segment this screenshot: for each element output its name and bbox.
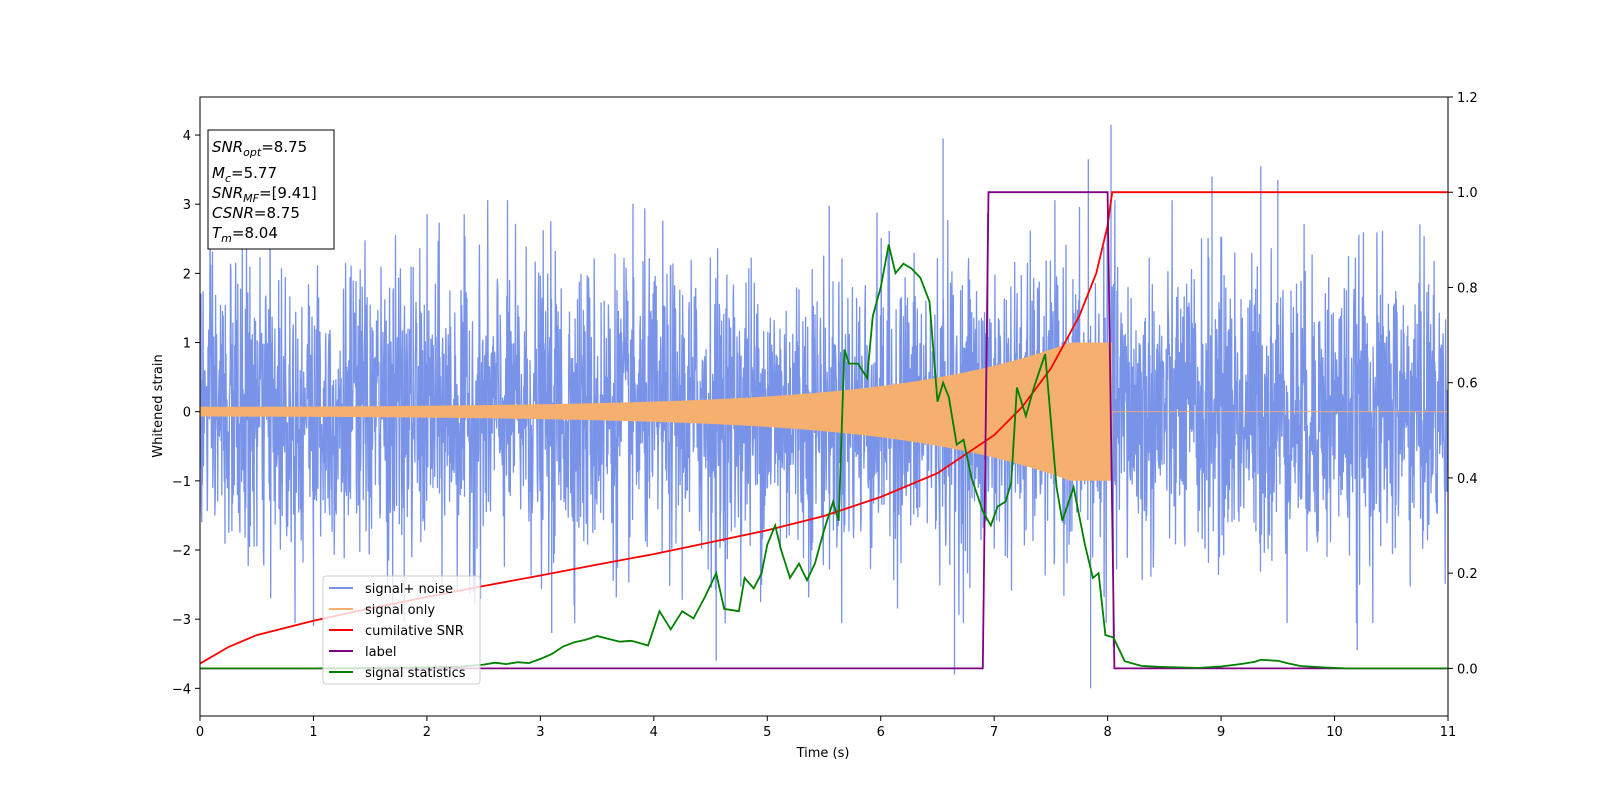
plot-area (200, 124, 1448, 689)
legend-label: signal only (365, 603, 435, 618)
y-left-tick-label: −2 (172, 544, 191, 559)
info-line: Tm=8.04 (212, 224, 278, 245)
info-line: SNRopt=8.75 (212, 138, 307, 159)
x-tick-label: 4 (650, 725, 658, 740)
legend-label: signal statistics (365, 666, 466, 681)
y-axis-left: −4 −3 −2 −1 0 1 2 3 4 (172, 129, 200, 697)
legend-label: signal+ noise (365, 582, 453, 597)
plot-frame (199, 96, 1449, 717)
y-left-tick-label: 0 (183, 406, 191, 421)
x-axis-label: Time (s) (796, 746, 850, 761)
y-left-tick-label: 2 (183, 267, 191, 282)
series-signal-only (200, 342, 1448, 481)
x-tick-label: 9 (1217, 725, 1225, 740)
legend-frame (322, 575, 481, 685)
x-tick-label: 1 (309, 725, 317, 740)
x-tick-label: 0 (196, 725, 204, 740)
y-left-tick-label: −4 (172, 682, 191, 697)
x-axis: 0 1 2 3 4 5 6 7 8 9 10 11 (196, 716, 1456, 740)
x-tick-label: 3 (536, 725, 544, 740)
y-axis-right: 0.0 0.2 0.4 0.6 0.8 1.0 1.2 (1448, 91, 1478, 677)
y-right-tick-label: 0.2 (1457, 567, 1478, 582)
info-line: Mc=5.77 (212, 164, 277, 185)
x-tick-label: 8 (1103, 725, 1111, 740)
legend-label: label (365, 645, 396, 660)
y-left-tick-label: 1 (183, 337, 191, 352)
x-tick-label: 5 (763, 725, 771, 740)
x-tick-label: 2 (423, 725, 431, 740)
series-label (200, 191, 1448, 670)
y-left-tick-label: 4 (183, 129, 191, 144)
y-right-tick-label: 0.8 (1457, 281, 1478, 296)
y-left-tick-label: −1 (172, 475, 191, 490)
y-right-tick-label: 0.4 (1457, 472, 1478, 487)
info-line: CSNR=8.75 (212, 204, 300, 222)
y-right-tick-label: 0.0 (1457, 662, 1478, 677)
legend: signal+ noise signal only cumilative SNR la… (322, 575, 481, 685)
x-tick-label: 11 (1440, 725, 1457, 740)
y-left-tick-label: −3 (172, 613, 191, 628)
info-line: SNRMF=[9.41] (212, 184, 317, 205)
y-right-tick-label: 1.2 (1457, 91, 1478, 106)
y-right-tick-label: 0.6 (1457, 377, 1478, 392)
info-box-frame (207, 129, 335, 250)
y-left-tick-label: 3 (183, 198, 191, 213)
x-tick-label: 7 (990, 725, 998, 740)
x-tick-label: 6 (877, 725, 885, 740)
x-tick-label: 10 (1326, 725, 1343, 740)
series-signal-statistics (200, 244, 1448, 670)
y-right-tick-label: 1.0 (1457, 186, 1478, 201)
legend-label: cumilative SNR (365, 624, 464, 639)
y-axis-label: Whitened strain (151, 354, 166, 457)
